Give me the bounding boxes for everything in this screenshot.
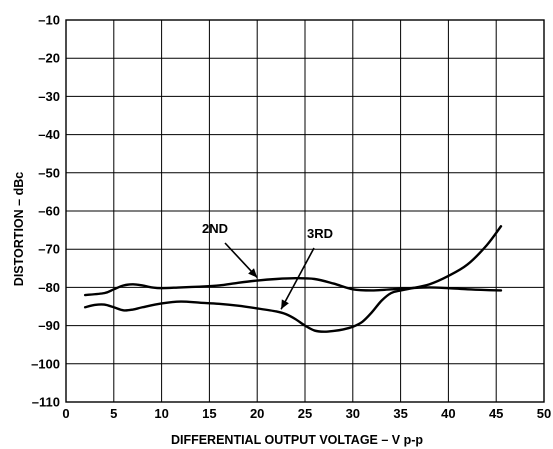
x-axis-label: DIFFERENTIAL OUTPUT VOLTAGE – V p-p: [171, 433, 423, 447]
x-tick-label: 20: [250, 406, 264, 421]
y-tick-label: –70: [38, 242, 60, 257]
x-tick-label: 10: [154, 406, 168, 421]
y-tick-label: –80: [38, 280, 60, 295]
y-tick-labels: –10 –20 –30 –40 –50 –60 –70 –80 –90 –100 –110: [31, 13, 60, 410]
series-line-2nd: [83, 277, 503, 297]
x-tick-label: 5: [110, 406, 117, 421]
y-tick-label: –10: [38, 13, 60, 28]
annotation-arrowhead-3rd: [281, 299, 289, 310]
annotations: 2ND 3RD: [202, 221, 333, 310]
y-tick-label: –100: [31, 356, 60, 371]
y-tick-label: –50: [38, 165, 60, 180]
annotation-leader-3rd: [280, 247, 315, 310]
plot-frame: [65, 19, 545, 403]
y-axis-label: DISTORTION – dBc: [12, 172, 26, 286]
y-tick-label: –110: [32, 395, 60, 410]
y-tick-label: –30: [38, 89, 60, 104]
y-tick-label: –40: [38, 127, 60, 142]
x-tick-label: 35: [393, 406, 407, 421]
x-tick-label: 30: [346, 406, 360, 421]
y-tick-label: –60: [38, 204, 60, 219]
series-lines: [83, 225, 503, 333]
x-tick-label: 50: [537, 406, 551, 421]
annotation-label-3rd: 3RD: [307, 226, 333, 241]
x-tick-labels: 0 5 10 15 20 25 30 35 40 45 50: [62, 406, 551, 421]
series-line-3rd: [83, 225, 503, 333]
grid-lines: [65, 19, 545, 403]
x-tick-label: 40: [441, 406, 455, 421]
y-tick-label: –90: [38, 318, 60, 333]
x-tick-label: 15: [202, 406, 216, 421]
x-tick-label: 0: [62, 406, 69, 421]
x-tick-label: 45: [489, 406, 503, 421]
annotation-label-2nd: 2ND: [202, 221, 228, 236]
y-tick-label: –20: [38, 51, 60, 66]
annotation-arrowhead-2nd: [248, 268, 258, 278]
x-tick-label: 25: [298, 406, 312, 421]
